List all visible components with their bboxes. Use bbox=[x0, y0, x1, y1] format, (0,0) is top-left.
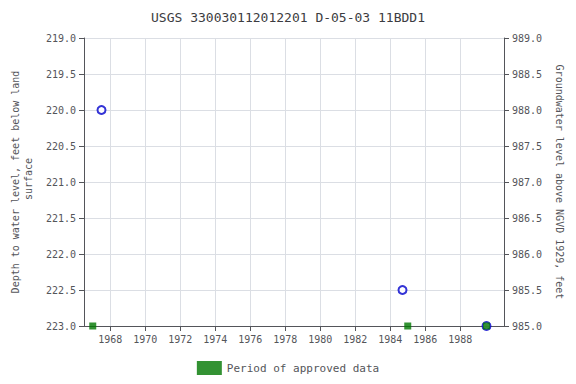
svg-text:222.5: 222.5 bbox=[46, 285, 76, 296]
svg-text:1980: 1980 bbox=[308, 334, 332, 345]
svg-text:1986: 1986 bbox=[413, 334, 437, 345]
svg-text:223.0: 223.0 bbox=[46, 321, 76, 332]
svg-text:985.5: 985.5 bbox=[512, 285, 542, 296]
svg-text:220.5: 220.5 bbox=[46, 141, 76, 152]
svg-text:1974: 1974 bbox=[203, 334, 227, 345]
svg-text:Groundwater level above NGVD 1: Groundwater level above NGVD 1929, feet bbox=[554, 65, 565, 300]
svg-text:987.5: 987.5 bbox=[512, 141, 542, 152]
svg-text:222.0: 222.0 bbox=[46, 249, 76, 260]
svg-text:986.5: 986.5 bbox=[512, 213, 542, 224]
svg-text:987.0: 987.0 bbox=[512, 177, 542, 188]
svg-text:1982: 1982 bbox=[343, 334, 367, 345]
svg-text:1988: 1988 bbox=[448, 334, 472, 345]
svg-text:988.0: 988.0 bbox=[512, 105, 542, 116]
svg-text:220.0: 220.0 bbox=[46, 105, 76, 116]
svg-text:988.5: 988.5 bbox=[512, 69, 542, 80]
svg-text:USGS 330030112012201 D-05-03 1: USGS 330030112012201 D-05-03 11BDD1 bbox=[151, 10, 425, 25]
svg-text:surface: surface bbox=[23, 158, 34, 206]
svg-text:221.0: 221.0 bbox=[46, 177, 76, 188]
svg-text:1984: 1984 bbox=[378, 334, 402, 345]
svg-text:1972: 1972 bbox=[168, 334, 192, 345]
svg-text:219.5: 219.5 bbox=[46, 69, 76, 80]
svg-text:Depth to water level, feet bel: Depth to water level, feet below land bbox=[10, 71, 21, 294]
svg-text:1976: 1976 bbox=[238, 334, 262, 345]
svg-text:985.0: 985.0 bbox=[512, 321, 542, 332]
svg-text:Period of approved data: Period of approved data bbox=[227, 362, 379, 375]
svg-text:1970: 1970 bbox=[133, 334, 157, 345]
svg-text:1978: 1978 bbox=[273, 334, 297, 345]
svg-text:221.5: 221.5 bbox=[46, 213, 76, 224]
svg-text:986.0: 986.0 bbox=[512, 249, 542, 260]
svg-text:1968: 1968 bbox=[98, 334, 122, 345]
svg-text:219.0: 219.0 bbox=[46, 33, 76, 44]
svg-text:989.0: 989.0 bbox=[512, 33, 542, 44]
